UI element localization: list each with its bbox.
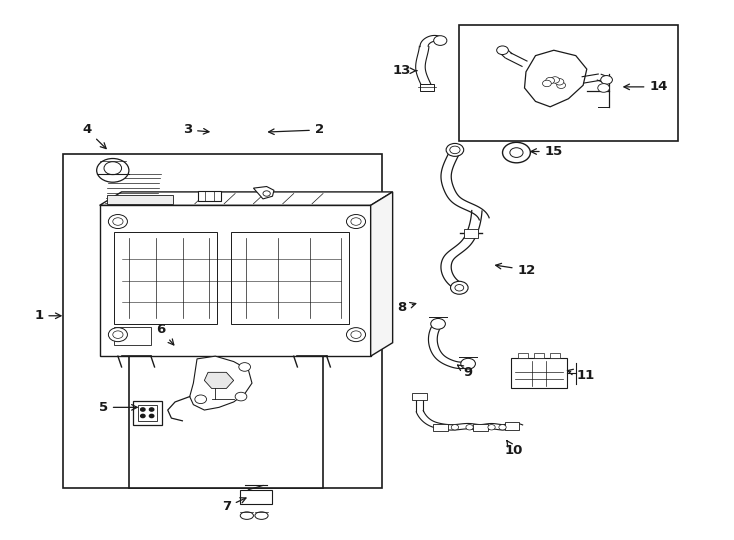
Polygon shape: [189, 356, 252, 410]
Circle shape: [455, 285, 464, 291]
Bar: [505, 422, 520, 430]
Bar: [464, 229, 479, 238]
Text: 3: 3: [183, 124, 209, 137]
Circle shape: [150, 414, 154, 417]
Polygon shape: [100, 192, 393, 205]
Circle shape: [431, 319, 446, 329]
Bar: [115, 232, 217, 324]
Circle shape: [141, 414, 145, 417]
Bar: [433, 423, 448, 431]
Circle shape: [499, 424, 506, 430]
Circle shape: [497, 46, 509, 55]
Bar: [459, 25, 678, 141]
Text: 4: 4: [82, 124, 106, 149]
Text: 12: 12: [495, 264, 536, 276]
Bar: [231, 232, 349, 324]
Ellipse shape: [240, 512, 253, 519]
Circle shape: [109, 328, 128, 342]
Circle shape: [351, 218, 361, 225]
Circle shape: [434, 36, 447, 45]
Circle shape: [346, 214, 366, 228]
Bar: [550, 353, 561, 359]
Polygon shape: [253, 186, 274, 199]
Circle shape: [451, 281, 468, 294]
Bar: [512, 359, 567, 388]
Bar: [420, 84, 435, 91]
Circle shape: [597, 84, 609, 92]
Circle shape: [109, 214, 128, 228]
Circle shape: [550, 77, 559, 83]
Text: 15: 15: [531, 145, 563, 158]
Text: 11: 11: [567, 368, 595, 382]
Text: 7: 7: [222, 498, 246, 514]
Circle shape: [346, 328, 366, 342]
Text: 6: 6: [156, 323, 174, 345]
Bar: [133, 401, 162, 424]
Text: 9: 9: [457, 365, 473, 379]
Circle shape: [600, 76, 612, 84]
Circle shape: [263, 191, 270, 196]
Text: 5: 5: [98, 401, 137, 414]
Bar: [413, 393, 427, 400]
Circle shape: [450, 146, 460, 154]
Bar: [115, 327, 151, 346]
Circle shape: [113, 218, 123, 225]
Circle shape: [235, 392, 247, 401]
Circle shape: [104, 162, 122, 174]
Circle shape: [488, 424, 495, 430]
Circle shape: [97, 159, 129, 182]
Ellipse shape: [255, 512, 268, 519]
Bar: [534, 353, 545, 359]
Circle shape: [542, 80, 551, 87]
Polygon shape: [525, 50, 586, 107]
Bar: [473, 423, 488, 431]
Circle shape: [545, 77, 554, 84]
Circle shape: [351, 331, 361, 339]
Bar: [197, 191, 221, 201]
Circle shape: [451, 424, 459, 430]
Text: 10: 10: [504, 441, 523, 457]
Bar: [518, 353, 528, 359]
Bar: [129, 300, 323, 488]
Text: 2: 2: [269, 124, 324, 137]
Circle shape: [466, 424, 473, 430]
Circle shape: [446, 144, 464, 157]
Circle shape: [461, 359, 476, 369]
Circle shape: [113, 331, 123, 339]
Bar: [63, 154, 382, 488]
Circle shape: [150, 408, 154, 411]
Circle shape: [141, 408, 145, 411]
Circle shape: [557, 82, 565, 89]
Circle shape: [239, 363, 250, 372]
Polygon shape: [204, 373, 233, 388]
Circle shape: [555, 78, 564, 85]
Circle shape: [195, 395, 206, 403]
Circle shape: [510, 148, 523, 158]
Polygon shape: [100, 205, 371, 356]
Polygon shape: [371, 192, 393, 356]
Text: 13: 13: [393, 64, 417, 77]
Text: 1: 1: [34, 309, 61, 322]
Bar: [239, 490, 272, 504]
Bar: [138, 404, 157, 421]
Circle shape: [503, 143, 531, 163]
Bar: [107, 194, 173, 204]
Text: 14: 14: [624, 80, 668, 93]
Text: 8: 8: [398, 301, 415, 314]
